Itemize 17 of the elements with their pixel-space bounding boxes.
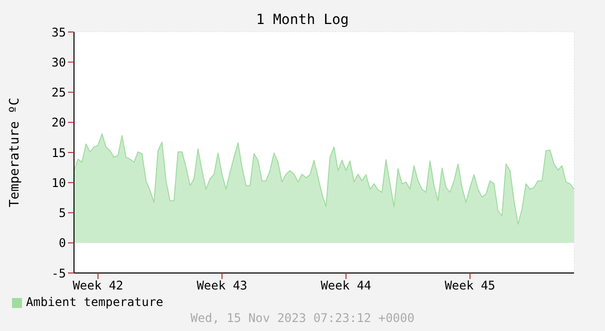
x-tick-label: Week 45 (444, 278, 496, 293)
y-tick-label: 35 (52, 25, 66, 40)
chart-title: 1 Month Log (256, 12, 349, 28)
x-tick-label: Week 42 (72, 278, 124, 293)
legend-label: Ambient temperature (26, 295, 164, 309)
y-tick-label: 25 (52, 86, 66, 100)
y-tick-label: 10 (52, 176, 66, 190)
y-tick-label: 0 (58, 236, 66, 250)
y-tick-label: 20 (52, 116, 66, 130)
x-tick-label: Week 43 (196, 278, 248, 293)
y-tick-label: 5 (58, 206, 66, 220)
y-tick-label: 15 (52, 146, 66, 160)
text: Wed, 15 Nov 2023 07:23:12 +0000 (190, 311, 416, 325)
y-axis-title: Temperature ºC (8, 98, 23, 208)
y-tick-label: 30 (52, 55, 66, 70)
y-tick-label: -5 (52, 266, 66, 280)
x-tick-label: Week 44 (320, 278, 372, 293)
